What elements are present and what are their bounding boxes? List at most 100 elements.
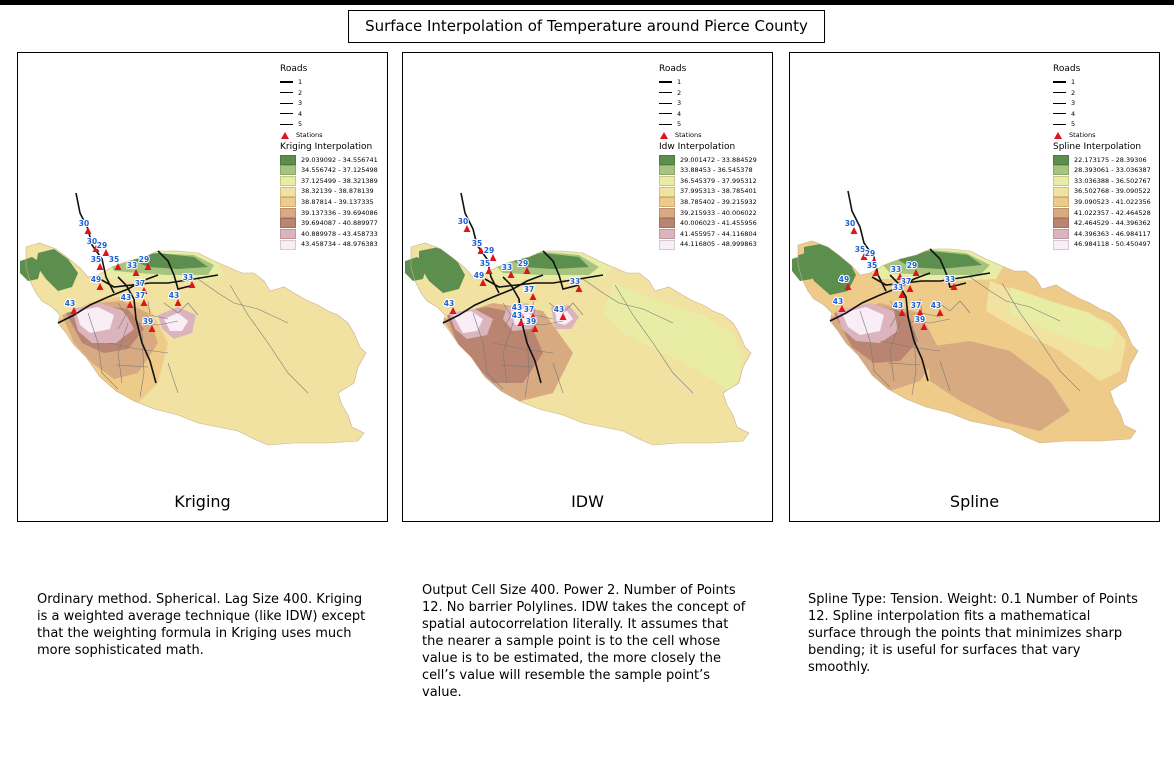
station-temperature-label: 33 [183, 273, 193, 282]
legend-class-item: 41.022357 - 42.464528 [1053, 207, 1151, 218]
class-range-label: 40.006023 - 41.455956 [680, 219, 757, 228]
class-range-label: 43.458734 - 48.976383 [301, 240, 378, 249]
minor-road [472, 312, 504, 390]
legend-class-item: 46.984118 - 50.450497 [1053, 239, 1151, 250]
map-title: Surface Interpolation of Temperature aro… [348, 10, 825, 43]
station-temperature-label: 30 [845, 219, 855, 228]
station-temperature-label: 43 [512, 303, 522, 312]
road-class-label: 4 [298, 109, 303, 118]
weather-station-marker [916, 309, 924, 316]
road-line-symbol [659, 102, 672, 104]
county-outline [25, 242, 367, 446]
minor-road [229, 284, 309, 394]
station-temperature-label: 37 [911, 301, 921, 310]
temperature-zone [405, 257, 427, 281]
road-line-symbol [659, 92, 672, 94]
stations-label: Stations [296, 131, 323, 140]
class-range-label: 29.039092 - 34.556741 [301, 155, 378, 164]
idw-description: Output Cell Size 400. Power 2. Number of… [422, 583, 746, 700]
class-color-swatch [659, 165, 675, 176]
class-range-label: 38.87814 - 39.137335 [301, 197, 374, 206]
station-temperature-label: 29 [518, 259, 528, 268]
weather-station-marker [477, 247, 485, 254]
road-class-3: 3 [659, 98, 757, 109]
road-class-5: 5 [280, 119, 378, 130]
station-temperature-label: 35 [91, 255, 101, 264]
legend-class-item: 43.458734 - 48.976383 [280, 239, 378, 250]
road-class-label: 1 [677, 78, 682, 86]
legend-class-item: 22.173175 - 28.39306 [1053, 154, 1151, 166]
class-color-swatch [659, 207, 675, 218]
station-temperature-label: 43 [65, 299, 75, 308]
class-color-swatch [1053, 186, 1069, 197]
road-line-symbol [280, 81, 293, 84]
station-temperature-label: 35 [472, 239, 482, 248]
minor-road [552, 362, 564, 394]
weather-station-marker [96, 263, 104, 270]
road-class-2: 2 [280, 88, 378, 99]
weather-station-marker [96, 283, 104, 290]
station-temperature-label: 33 [891, 265, 901, 274]
minor-road [969, 276, 1061, 322]
road-line-symbol [659, 123, 672, 125]
class-color-swatch [1053, 175, 1069, 186]
weather-station-marker [148, 325, 156, 332]
station-temperature-label: 30 [79, 219, 89, 228]
legend-class-item: 38.87814 - 39.137335 [280, 197, 378, 208]
station-triangle-icon [281, 132, 289, 139]
station-temperature-label: 29 [139, 255, 149, 264]
class-range-label: 39.215933 - 40.006022 [680, 208, 757, 217]
class-range-label: 36.502768 - 39.090522 [1074, 187, 1151, 196]
road-line-symbol [1053, 92, 1066, 94]
legend-class-item: 29.039092 - 34.556741 [280, 154, 378, 166]
station-temperature-label: 37 [135, 279, 145, 288]
idw-legend: Roads 1 2 3 4 5 Stations Idw Interpolation 29.00… [659, 65, 757, 250]
major-road [157, 250, 195, 290]
weather-station-marker [850, 227, 858, 234]
road-class-label: 1 [298, 78, 303, 86]
road-class-label: 3 [677, 99, 682, 107]
class-color-swatch [659, 197, 675, 208]
major-road [99, 274, 219, 288]
class-range-label: 41.455957 - 44.116804 [680, 229, 757, 238]
class-range-label: 46.984118 - 50.450497 [1074, 240, 1151, 249]
major-road [484, 274, 604, 288]
station-temperature-label: 39 [915, 315, 925, 324]
station-temperature-label: 33 [945, 275, 955, 284]
minor-road [135, 320, 179, 326]
road-class-4: 4 [280, 109, 378, 120]
class-color-swatch [1053, 239, 1069, 250]
road-class-1: 1 [659, 77, 757, 88]
class-range-label: 33.036388 - 36.502767 [1074, 176, 1151, 185]
class-color-swatch [659, 175, 675, 186]
road-class-label: 2 [677, 88, 682, 97]
class-range-label: 42.464529 - 44.396362 [1074, 219, 1151, 228]
station-temperature-label: 35 [109, 255, 119, 264]
road-class-label: 1 [1071, 78, 1076, 86]
class-color-swatch [1053, 218, 1069, 229]
station-temperature-label: 43 [444, 299, 454, 308]
legend-class-item: 33.036388 - 36.502767 [1053, 175, 1151, 187]
station-temperature-label: 37 [524, 285, 534, 294]
idw-map-panel: 30 35 29 35 33 29 49 37 33 43 43 37 43 43 39 Roads 1 2 3 4… [402, 52, 773, 522]
road-class-label: 2 [298, 88, 303, 97]
roads-legend-title: Roads [280, 64, 308, 74]
station-temperature-label: 43 [554, 305, 564, 314]
station-temperature-label: 43 [169, 291, 179, 300]
legend-class-item: 39.215933 - 40.006022 [659, 207, 757, 218]
station-temperature-label: 29 [484, 246, 494, 255]
spline-map-panel: 30 35 29 35 33 29 49 37 33 43 43 37 43 39 33 Roads 1 2 3 4… [789, 52, 1160, 522]
weather-station-marker [529, 293, 537, 300]
station-triangle-icon [1054, 132, 1062, 139]
class-range-label: 41.022357 - 42.464528 [1074, 208, 1151, 217]
road-line-symbol [280, 92, 293, 94]
class-color-swatch [1053, 165, 1069, 176]
minor-road [197, 278, 289, 324]
weather-station-marker [523, 267, 531, 274]
class-color-swatch [280, 175, 296, 186]
minor-road [115, 364, 149, 368]
top-border [0, 0, 1174, 5]
stations-legend-item: Stations [280, 131, 378, 141]
road-class-1: 1 [1053, 77, 1151, 88]
